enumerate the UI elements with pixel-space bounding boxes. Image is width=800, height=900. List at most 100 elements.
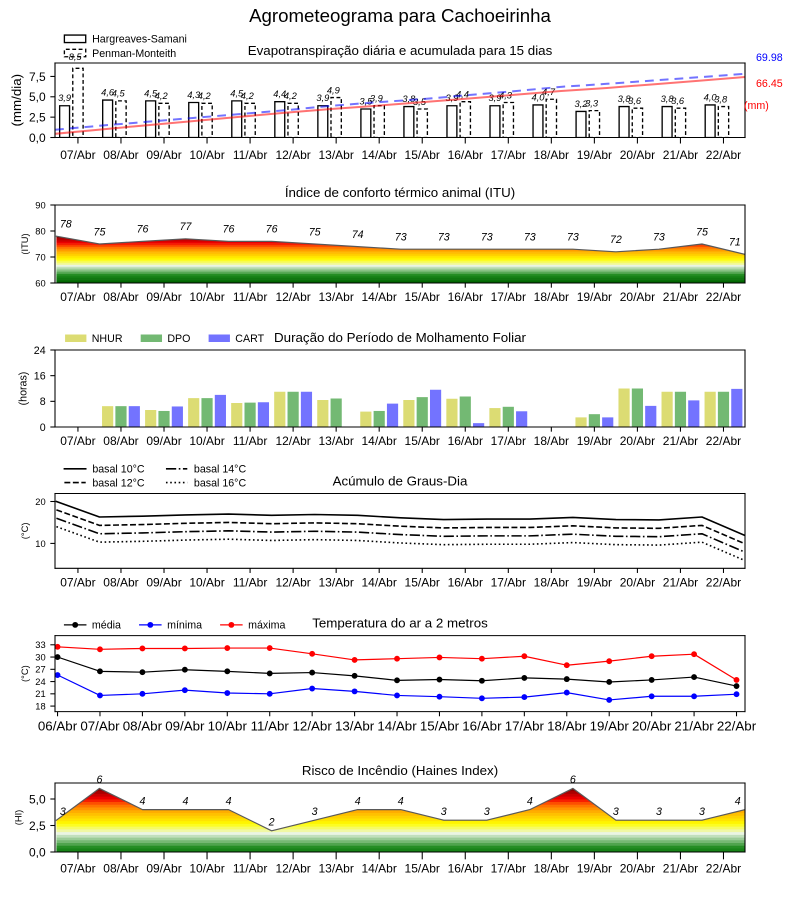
svg-text:17/Abr: 17/Abr xyxy=(491,862,526,876)
svg-text:2,5: 2,5 xyxy=(29,110,46,124)
svg-text:3,9: 3,9 xyxy=(316,93,329,103)
svg-text:3,2: 3,2 xyxy=(575,99,589,109)
svg-text:21/Abr: 21/Abr xyxy=(663,434,698,448)
svg-text:15/Abr: 15/Abr xyxy=(405,862,440,876)
svg-text:08/Abr: 08/Abr xyxy=(123,719,163,734)
svg-text:Risco de Incêndio (Haines Inde: Risco de Incêndio (Haines Index) xyxy=(302,763,498,778)
svg-text:10/Abr: 10/Abr xyxy=(189,575,224,589)
svg-text:mínima: mínima xyxy=(167,620,202,632)
svg-text:(horas): (horas) xyxy=(17,372,29,406)
svg-text:14/Abr: 14/Abr xyxy=(362,434,397,448)
svg-text:22/Abr: 22/Abr xyxy=(706,575,741,589)
svg-text:máxima: máxima xyxy=(248,620,285,632)
svg-text:18: 18 xyxy=(35,701,45,711)
svg-text:13/Abr: 13/Abr xyxy=(318,862,353,876)
svg-text:19/Abr: 19/Abr xyxy=(577,434,612,448)
svg-text:média: média xyxy=(92,620,121,632)
svg-text:21/Abr: 21/Abr xyxy=(663,862,698,876)
svg-text:69.98: 69.98 xyxy=(756,52,783,64)
svg-text:3,9: 3,9 xyxy=(488,93,501,103)
svg-text:16: 16 xyxy=(34,371,46,383)
svg-text:75: 75 xyxy=(696,226,708,238)
svg-text:11/Abr: 11/Abr xyxy=(233,862,267,876)
svg-text:08/Abr: 08/Abr xyxy=(103,148,138,162)
svg-text:21/Abr: 21/Abr xyxy=(663,148,698,162)
svg-text:2,5: 2,5 xyxy=(29,819,46,833)
svg-text:3: 3 xyxy=(312,806,318,818)
svg-text:4,2: 4,2 xyxy=(284,91,298,101)
svg-text:basal 14°C: basal 14°C xyxy=(194,464,247,476)
svg-text:4,0: 4,0 xyxy=(532,92,546,102)
svg-text:12/Abr: 12/Abr xyxy=(275,575,310,589)
svg-text:3,9: 3,9 xyxy=(445,93,458,103)
svg-text:22/Abr: 22/Abr xyxy=(706,148,741,162)
svg-text:09/Abr: 09/Abr xyxy=(146,862,181,876)
svg-text:15/Abr: 15/Abr xyxy=(405,434,440,448)
svg-text:DPO: DPO xyxy=(167,333,190,345)
svg-text:19/Abr: 19/Abr xyxy=(577,575,612,589)
svg-text:3,6: 3,6 xyxy=(671,96,685,106)
svg-text:17/Abr: 17/Abr xyxy=(491,575,526,589)
svg-text:17/Abr: 17/Abr xyxy=(505,719,545,734)
svg-text:10/Abr: 10/Abr xyxy=(189,862,224,876)
svg-text:5,0: 5,0 xyxy=(29,792,46,806)
svg-text:(°C): (°C) xyxy=(20,523,30,540)
svg-text:70: 70 xyxy=(35,252,45,262)
svg-text:76: 76 xyxy=(223,224,235,236)
svg-text:7,5: 7,5 xyxy=(29,70,46,84)
svg-text:Penman-Monteith: Penman-Monteith xyxy=(92,48,176,60)
svg-text:8: 8 xyxy=(40,396,46,408)
svg-text:(HI): (HI) xyxy=(14,810,24,826)
svg-text:19/Abr: 19/Abr xyxy=(590,719,630,734)
svg-text:3: 3 xyxy=(484,806,490,818)
svg-text:27: 27 xyxy=(35,665,45,675)
svg-text:76: 76 xyxy=(266,224,278,236)
svg-text:07/Abr: 07/Abr xyxy=(60,290,95,304)
svg-text:09/Abr: 09/Abr xyxy=(146,434,181,448)
svg-text:3,3: 3,3 xyxy=(585,98,599,108)
svg-text:(°C): (°C) xyxy=(20,665,30,682)
svg-text:18/Abr: 18/Abr xyxy=(534,575,569,589)
svg-text:21/Abr: 21/Abr xyxy=(663,290,698,304)
svg-text:4,5: 4,5 xyxy=(230,88,244,98)
svg-text:20/Abr: 20/Abr xyxy=(620,148,655,162)
svg-text:11/Abr: 11/Abr xyxy=(251,719,290,734)
svg-text:4: 4 xyxy=(735,795,741,807)
svg-text:74: 74 xyxy=(352,229,364,241)
svg-text:12/Abr: 12/Abr xyxy=(293,719,333,734)
svg-text:09/Abr: 09/Abr xyxy=(165,719,205,734)
svg-text:4: 4 xyxy=(398,795,404,807)
svg-text:3,8: 3,8 xyxy=(714,94,728,104)
svg-text:19/Abr: 19/Abr xyxy=(577,862,612,876)
svg-text:07/Abr: 07/Abr xyxy=(60,575,95,589)
svg-text:11/Abr: 11/Abr xyxy=(233,575,267,589)
svg-text:6: 6 xyxy=(570,774,576,786)
svg-text:10/Abr: 10/Abr xyxy=(189,148,224,162)
svg-text:2: 2 xyxy=(268,817,275,829)
svg-text:3,5: 3,5 xyxy=(359,96,373,106)
svg-text:14/Abr: 14/Abr xyxy=(362,290,397,304)
svg-text:73: 73 xyxy=(524,231,536,243)
svg-text:Índice de conforto térmico ani: Índice de conforto térmico animal (ITU) xyxy=(285,185,515,200)
svg-text:4,3: 4,3 xyxy=(187,90,201,100)
svg-text:4,4: 4,4 xyxy=(273,89,286,99)
svg-text:21/Abr: 21/Abr xyxy=(663,575,698,589)
svg-text:08/Abr: 08/Abr xyxy=(103,434,138,448)
svg-text:77: 77 xyxy=(180,221,193,233)
svg-text:12/Abr: 12/Abr xyxy=(275,290,310,304)
svg-text:14/Abr: 14/Abr xyxy=(362,575,397,589)
svg-text:21: 21 xyxy=(35,689,45,699)
svg-text:16/Abr: 16/Abr xyxy=(448,434,483,448)
svg-text:3,9: 3,9 xyxy=(370,94,383,104)
svg-text:4,6: 4,6 xyxy=(101,88,115,98)
svg-text:09/Abr: 09/Abr xyxy=(146,575,181,589)
svg-text:basal 10°C: basal 10°C xyxy=(92,464,145,476)
svg-text:07/Abr: 07/Abr xyxy=(60,862,95,876)
svg-text:24: 24 xyxy=(34,345,46,357)
svg-text:73: 73 xyxy=(653,231,665,243)
svg-text:4,5: 4,5 xyxy=(112,89,126,99)
svg-text:22/Abr: 22/Abr xyxy=(706,862,741,876)
svg-text:12/Abr: 12/Abr xyxy=(275,148,310,162)
svg-text:73: 73 xyxy=(481,231,493,243)
svg-text:4,4: 4,4 xyxy=(456,90,469,100)
